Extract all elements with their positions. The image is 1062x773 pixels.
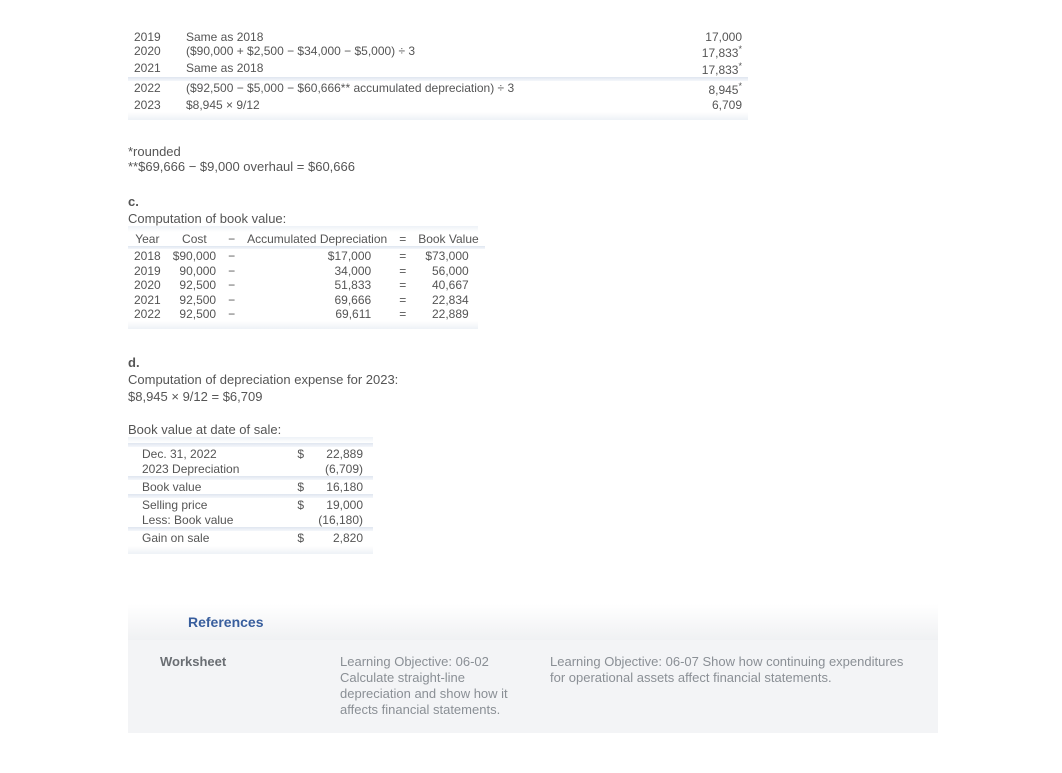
table-row: 2021 92,500 − 69,666 = 22,834 (128, 293, 485, 307)
cell: Less: Book value (142, 513, 233, 527)
cell: 2022 (134, 81, 161, 95)
col-header: = (399, 232, 406, 246)
cell: 92,500 (179, 307, 216, 321)
cell: $ (297, 447, 304, 461)
table-row: Less: Book value (16,180) (128, 513, 373, 527)
table-row: 2022 92,500 − 69,611 = 22,889 (128, 307, 485, 321)
table-row: 2018 $90,000 − $17,000 = $73,000 (128, 249, 485, 263)
table-row: Selling price $ 19,000 (128, 498, 373, 512)
cell: $ (297, 498, 304, 512)
cell: Gain on sale (142, 531, 209, 545)
bv-sale-title: Book value at date of sale: (128, 422, 938, 437)
references-objective-2: Learning Objective: 06-07 Show how conti… (550, 654, 918, 719)
table-row: Gain on sale $ 2,820 (128, 531, 373, 545)
book-value-table: Year Cost − Accumulated Depreciation = B… (128, 232, 485, 321)
table-row: 2021 Same as 2018 17,833* (128, 61, 748, 77)
col-header: − (228, 232, 235, 246)
section-d-title: Computation of depreciation expense for … (128, 372, 938, 387)
footnote-marker: * (738, 81, 742, 91)
section-d-calc: $8,945 × 9/12 = $6,709 (128, 389, 938, 404)
cell: 2023 (134, 98, 161, 112)
cell: 92,500 (179, 293, 216, 307)
cell: 16,180 (326, 480, 363, 494)
cell: 2020 (134, 44, 161, 58)
section-c-label: c. (128, 194, 938, 209)
table-row: Dec. 31, 2022 $ 22,889 (128, 447, 373, 461)
cell: 2021 (134, 61, 161, 75)
cell: Selling price (142, 498, 207, 512)
cell: 22,889 (326, 447, 363, 461)
cell: Book value (142, 480, 201, 494)
cell: 2018 (134, 249, 161, 263)
cell: 8,945 (708, 83, 738, 97)
cell: 40,667 (432, 278, 469, 292)
cell: 22,889 (432, 307, 469, 321)
cell: $ (297, 531, 304, 545)
cell: 2019 (134, 264, 161, 278)
cell: 2020 (134, 278, 161, 292)
cell: 2,820 (333, 531, 363, 545)
cell: 19,000 (326, 498, 363, 512)
cell: $17,000 (328, 249, 371, 263)
sale-table: Dec. 31, 2022 $ 22,889 2023 Depreciation… (128, 443, 373, 545)
cell: $90,000 (173, 249, 216, 263)
cell: ($90,000 + $2,500 − $34,000 − $5,000) ÷ … (186, 44, 415, 58)
cell: Dec. 31, 2022 (142, 447, 217, 461)
cell: 2021 (134, 293, 161, 307)
cell: 2022 (134, 307, 161, 321)
cell: 17,833 (702, 46, 739, 60)
table-row: Book value $ 16,180 (128, 480, 373, 494)
section-c-title: Computation of book value: (128, 211, 938, 226)
cell: 2023 Depreciation (142, 462, 239, 476)
cell: $8,945 × 9/12 (186, 98, 260, 112)
table-row: 2020 ($90,000 + $2,500 − $34,000 − $5,00… (128, 44, 748, 60)
references-worksheet: Worksheet (160, 654, 320, 719)
table-row: 2019 90,000 − 34,000 = 56,000 (128, 264, 485, 278)
table-row: 2020 92,500 − 51,833 = 40,667 (128, 278, 485, 292)
cell: 22,834 (432, 293, 469, 307)
footnote-marker: * (738, 44, 742, 54)
col-header: Year (135, 232, 159, 246)
footnote: **$69,666 − $9,000 overhaul = $60,666 (128, 159, 938, 174)
depreciation-schedule: 2019 Same as 2018 17,000 2020 ($90,000 +… (128, 30, 938, 120)
cell: 92,500 (179, 278, 216, 292)
cell: 90,000 (179, 264, 216, 278)
table-row: 2023 $8,945 × 9/12 6,709 (128, 98, 748, 112)
table-row: 2023 Depreciation (6,709) (128, 462, 373, 476)
cell: Same as 2018 (186, 61, 263, 75)
cell: 69,666 (334, 293, 371, 307)
footnote-marker: * (738, 61, 742, 71)
cell: ($92,500 − $5,000 − $60,666** accumulate… (186, 81, 514, 95)
cell: Same as 2018 (186, 30, 263, 44)
cell: 17,833 (702, 63, 739, 77)
table-row: 2022 ($92,500 − $5,000 − $60,666** accum… (128, 81, 748, 97)
col-header: Book Value (418, 232, 479, 246)
cell: 69,611 (335, 307, 371, 321)
cell: 2019 (134, 30, 161, 44)
cell: (16,180) (318, 513, 363, 527)
cell: $ (297, 480, 304, 494)
cell: 51,833 (334, 278, 371, 292)
cell: (6,709) (325, 462, 363, 476)
table-row: 2019 Same as 2018 17,000 (128, 30, 748, 44)
col-header: Cost (182, 232, 207, 246)
references-section: References Worksheet Learning Objective:… (128, 604, 938, 733)
cell: 56,000 (432, 264, 469, 278)
cell: 34,000 (334, 264, 371, 278)
col-header: Accumulated Depreciation (247, 232, 387, 246)
cell: 17,000 (705, 30, 742, 44)
cell: 6,709 (712, 98, 742, 112)
section-d-label: d. (128, 355, 938, 370)
cell: $73,000 (425, 249, 468, 263)
references-objective-1: Learning Objective: 06-02 Calculate stra… (340, 654, 530, 719)
references-title: References (156, 614, 264, 630)
footnote: *rounded (128, 144, 938, 159)
